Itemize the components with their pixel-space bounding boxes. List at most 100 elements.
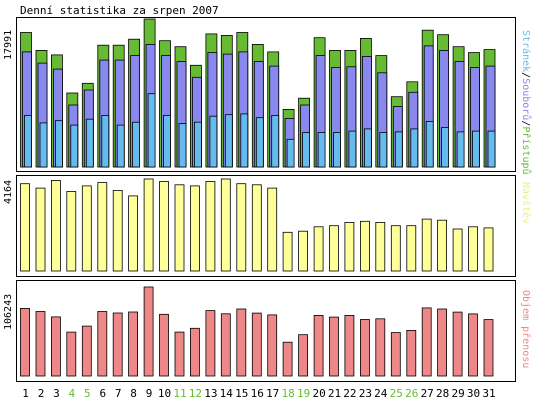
x-tick-label: 15 (235, 387, 248, 400)
pages-bar (240, 113, 249, 168)
traffic-bar (159, 313, 169, 377)
visits-bar (421, 218, 432, 272)
visits-bar (205, 181, 216, 272)
x-tick-label: 24 (374, 387, 388, 400)
visits-bar (483, 227, 494, 272)
x-tick-label: 17 (266, 387, 279, 400)
x-tick-label: 30 (467, 387, 480, 400)
visits-bar (174, 184, 185, 272)
visits-bar (143, 178, 154, 272)
chart-title: Denní statistika za srpen 2007 (20, 4, 219, 17)
x-tick-label: 29 (451, 387, 464, 400)
traffic-bar (251, 312, 262, 377)
traffic-bar (359, 319, 370, 377)
x-tick-label: 28 (436, 387, 449, 400)
x-tick-label: 5 (84, 387, 91, 400)
traffic-bar (51, 316, 61, 377)
visits-bar (344, 221, 355, 272)
pages-bar (271, 115, 280, 168)
visits-bar (220, 178, 231, 272)
visits-bar (112, 189, 123, 272)
traffic-bar (344, 314, 355, 377)
visits-bar (159, 181, 169, 272)
traffic-bar (452, 311, 463, 377)
visits-bar (313, 226, 324, 272)
visits-bar (282, 231, 293, 272)
visits-bar (251, 184, 262, 272)
pages-bar (85, 118, 94, 168)
visits-bar (298, 230, 309, 272)
visits-bar (452, 228, 463, 272)
x-tick-label: 27 (421, 387, 434, 400)
x-tick-label: 31 (482, 387, 495, 400)
traffic-bar (282, 341, 293, 377)
traffic-bar (313, 314, 324, 377)
pages-bar (70, 124, 79, 168)
visits-bar (406, 225, 417, 272)
traffic-bar (236, 308, 247, 377)
visits-bar (329, 225, 339, 272)
pages-bar (101, 115, 110, 168)
pages-bar (193, 121, 202, 168)
x-tick-label: 7 (115, 387, 122, 400)
pages-bar (348, 130, 357, 168)
visits-bar (66, 191, 77, 272)
visits-bar (20, 183, 30, 272)
traffic-bar (66, 331, 77, 377)
traffic-bar (483, 319, 494, 377)
traffic-bar (468, 313, 478, 377)
pages-bar (163, 115, 171, 168)
x-tick-label: 2 (38, 387, 45, 400)
x-tick-label: 26 (405, 387, 418, 400)
pages-bar (255, 117, 264, 168)
traffic-bar (35, 311, 46, 377)
pages-bar (441, 127, 450, 168)
x-tick-label: 13 (204, 387, 217, 400)
pages-bar (39, 122, 48, 168)
x-tick-label: 18 (281, 387, 294, 400)
x-tick-label: 14 (220, 387, 234, 400)
traffic-bar (298, 334, 309, 377)
x-tick-label: 21 (328, 387, 341, 400)
traffic-bar (128, 311, 139, 377)
pages-bar (147, 93, 156, 168)
visits-bar (236, 183, 247, 272)
pages-bar (302, 132, 311, 168)
visits-bar (97, 182, 108, 272)
visits-bar (390, 225, 401, 272)
visits-bar (51, 179, 61, 272)
traffic-bar (375, 318, 386, 377)
pages-bar (363, 128, 372, 168)
traffic-bar (205, 310, 216, 377)
visits-bar (189, 185, 200, 272)
traffic-bar (220, 313, 231, 377)
pages-bar (379, 132, 388, 168)
visits-bar (375, 221, 386, 272)
visits-bar (437, 219, 448, 272)
pages-bar (472, 130, 480, 168)
traffic-bar (112, 312, 123, 377)
visits-bar (267, 187, 278, 272)
pages-bar (410, 128, 419, 168)
visits-bar (468, 226, 478, 272)
pages-bar (487, 130, 496, 168)
traffic-bar (20, 307, 30, 377)
x-tick-label: 11 (173, 387, 186, 400)
pages-bar (286, 138, 295, 168)
x-tick-label: 3 (53, 387, 60, 400)
traffic-bar (174, 331, 185, 377)
pages-bar (55, 120, 63, 168)
visits-bar (35, 187, 46, 272)
x-tick-label: 20 (312, 387, 325, 400)
traffic-bar (437, 308, 448, 377)
traffic-bar (97, 311, 108, 377)
pages-bar (425, 121, 434, 168)
x-tick-label: 8 (130, 387, 137, 400)
x-tick-label: 4 (68, 387, 75, 400)
pages-bar (132, 121, 141, 168)
pages-bar (394, 131, 403, 168)
x-tick-label: 22 (343, 387, 356, 400)
visits-bar (128, 195, 139, 272)
